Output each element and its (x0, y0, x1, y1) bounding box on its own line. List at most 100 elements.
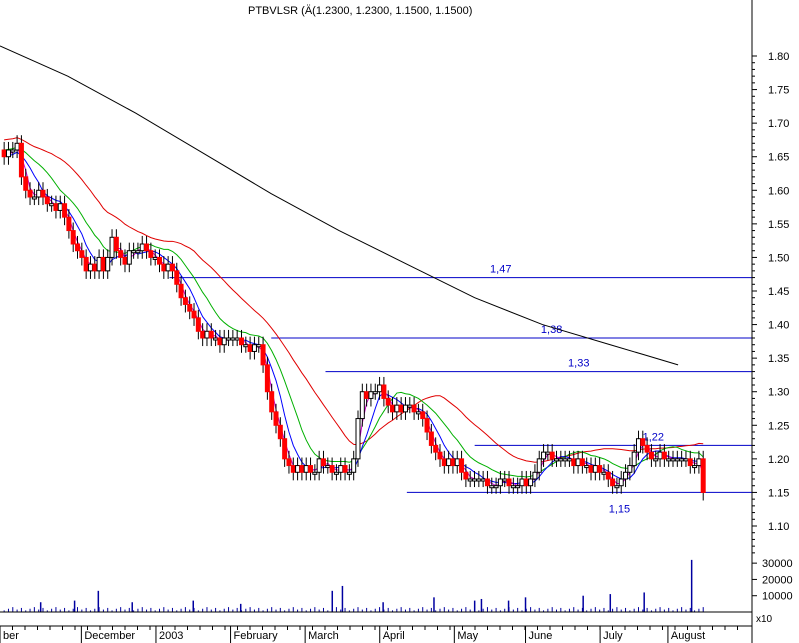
candle-down (23, 176, 29, 191)
candle-down (264, 364, 270, 393)
candle-down (320, 458, 326, 467)
candle-down (217, 337, 223, 346)
candle-down (424, 418, 430, 433)
candle-up (36, 189, 42, 198)
candle-down (238, 337, 244, 346)
candle-down (644, 444, 650, 453)
x-tick-label: May (457, 630, 478, 642)
candle-up (359, 391, 365, 420)
candle-up (683, 458, 689, 462)
candle-down (381, 384, 387, 399)
candle-down (269, 391, 275, 413)
candle-up (243, 344, 249, 348)
candle-up (14, 142, 20, 151)
hline-label: 1,47 (490, 264, 511, 276)
candle-down (648, 451, 654, 460)
chart-title: PTBVLSR (Ä(1.2300, 1.2300, 1.1500, 1.150… (248, 5, 472, 17)
price-tick-label: 1.15 (768, 487, 789, 499)
candle-up (493, 485, 499, 489)
x-tick-label: ber (3, 630, 19, 642)
candle-down (286, 458, 292, 467)
candle-down (174, 270, 180, 285)
price-tick-label: 1.40 (768, 320, 789, 332)
candle-up (553, 458, 559, 462)
candle-up (575, 458, 581, 467)
candle-up (510, 485, 516, 489)
volume-tick-label: 30000 (762, 558, 793, 570)
price-tick-label: 1.55 (768, 219, 789, 231)
candle-down (44, 196, 50, 205)
candle-down (100, 256, 106, 272)
x-tick-label: July (603, 630, 623, 642)
candle-up (472, 478, 478, 482)
candle-down (79, 250, 85, 258)
x-tick-label: 2003 (159, 630, 183, 642)
candle-up (139, 243, 145, 252)
candle-down (700, 458, 706, 493)
candle-up (407, 404, 413, 408)
volume-multiplier: x10 (756, 614, 773, 625)
candle-up (126, 250, 132, 265)
candle-up (631, 451, 637, 467)
candle-down (70, 230, 76, 245)
candle-up (545, 451, 551, 455)
ma-long-line (0, 45, 679, 366)
x-tick-label: June (529, 630, 553, 642)
candle-up (333, 471, 339, 475)
candle-up (618, 478, 624, 487)
candle-down (122, 256, 128, 265)
support-resistance-lines: 1,47 1,38 1,33 1,22 1,15 (169, 264, 752, 515)
candle-up (303, 465, 309, 473)
candle-up (105, 256, 111, 272)
candle-down (523, 478, 529, 487)
candle-up (541, 451, 547, 460)
candle-down (247, 344, 253, 352)
price-tick-label: 1.60 (768, 185, 789, 197)
candle-down (62, 203, 68, 218)
candle-down (191, 310, 197, 319)
candle-up (316, 458, 322, 473)
candle-up (394, 404, 400, 413)
candle-down (75, 243, 81, 252)
candle-up (221, 337, 227, 346)
candle-up (49, 203, 55, 207)
candle-down (1, 149, 7, 158)
candle-down (428, 431, 434, 446)
candle-up (312, 471, 318, 475)
candle-down (208, 330, 214, 339)
x-tick-label: December (84, 630, 135, 642)
candle-down (441, 458, 447, 467)
candle-up (131, 250, 137, 254)
candle-down (450, 458, 456, 467)
candle-up (480, 478, 486, 482)
candle-down (27, 189, 33, 198)
candle-up (467, 478, 473, 482)
candle-up (519, 478, 525, 487)
candle-down (640, 438, 646, 446)
hline-label: 1,38 (541, 324, 562, 336)
candle-down (169, 263, 175, 272)
candle-up (489, 485, 495, 489)
price-tick-label: 1.80 (768, 51, 789, 63)
candle-down (118, 250, 124, 258)
candle-down (40, 189, 46, 198)
candle-up (256, 344, 262, 348)
candle-up (446, 458, 452, 467)
candle-up (515, 485, 521, 489)
candle-up (10, 149, 16, 153)
candle-up (584, 465, 590, 469)
candle-up (226, 337, 232, 341)
candle-up (135, 250, 141, 254)
candle-up (165, 263, 171, 272)
candle-up (368, 391, 374, 399)
candle-down (597, 465, 603, 473)
candle-up (96, 256, 102, 272)
candle-up (57, 203, 63, 211)
hline-label: 1,22 (643, 431, 664, 443)
candle-down (178, 283, 184, 299)
candle-up (372, 391, 378, 395)
candle-down (579, 458, 585, 467)
candle-down (506, 478, 512, 487)
candle-down (299, 465, 305, 473)
candle-down (161, 263, 167, 272)
